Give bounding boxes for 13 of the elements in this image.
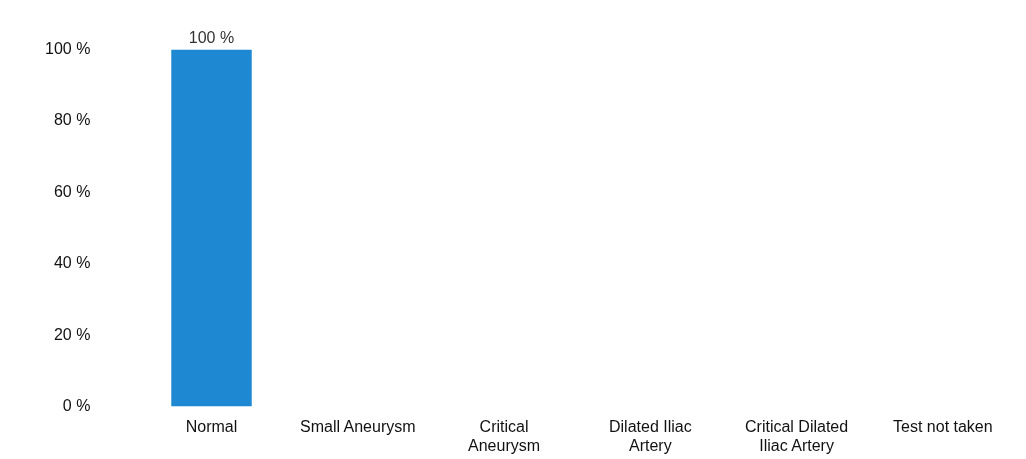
x-tick-label: Normal <box>185 417 238 435</box>
y-tick-label: 40 % <box>53 254 91 272</box>
x-tick-label: Small Aneurysm <box>299 417 416 435</box>
x-tick-label: Test not taken <box>893 417 993 435</box>
y-tick-label: 80 % <box>53 111 91 129</box>
y-tick-label: 100 % <box>44 40 91 58</box>
y-tick-label: 60 % <box>53 182 91 200</box>
x-tick-label: Critical Dilated Iliac Artery <box>745 417 849 454</box>
data-label: 100 % <box>188 29 235 47</box>
x-tick-label: Dilated Iliac Artery <box>608 417 692 454</box>
x-tick-label: Critical Aneurysm <box>468 417 541 454</box>
y-tick-label: 0 % <box>62 397 91 415</box>
y-tick-label: 20 % <box>53 325 91 343</box>
